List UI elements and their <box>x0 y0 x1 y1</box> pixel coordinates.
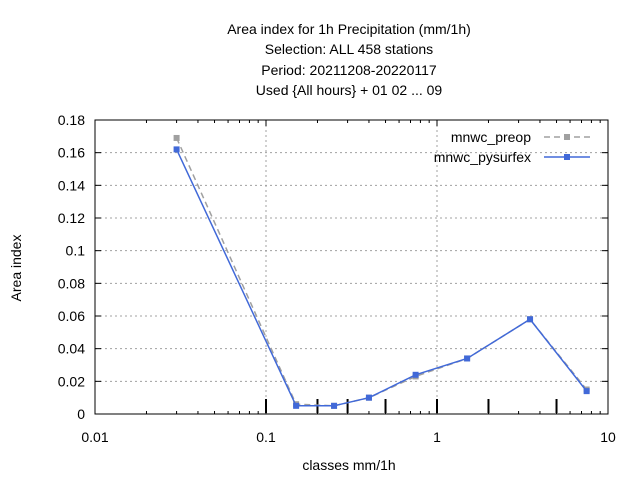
y-axis-label: Area index <box>8 235 24 302</box>
y-tick-label: 0.02 <box>58 373 85 389</box>
title-line-1: Area index for 1h Precipitation (mm/1h) <box>227 21 471 37</box>
legend-label: mnwc_pysurfex <box>434 149 531 165</box>
class-boundary-ticks <box>265 399 558 413</box>
y-tick-label: 0.06 <box>58 308 85 324</box>
x-axis-label: classes mm/1h <box>302 457 395 473</box>
series-mnwc_preop <box>173 134 590 409</box>
data-point <box>412 371 419 378</box>
data-point <box>365 394 372 401</box>
data-point <box>583 388 590 395</box>
data-point <box>293 402 300 409</box>
title-line-3: Period: 20211208-20220117 <box>261 62 437 78</box>
series-mnwc_pysurfex <box>173 146 590 409</box>
data-point <box>173 134 180 141</box>
y-tick-label: 0.14 <box>58 177 85 193</box>
y-tick-label: 0.12 <box>58 210 85 226</box>
x-tick-label: 0.1 <box>256 429 276 445</box>
legend-marker <box>564 134 570 140</box>
x-tick-label: 0.01 <box>81 429 108 445</box>
grid <box>95 120 608 414</box>
y-tick-label: 0.1 <box>66 243 86 259</box>
chart-title: Area index for 1h Precipitation (mm/1h) … <box>227 21 471 98</box>
series-line <box>175 137 588 407</box>
y-axis-ticks: 0 0.02 0.04 0.06 0.08 0.1 0.12 0.14 0.16 0.18 <box>58 112 608 422</box>
x-tick-label: 1 <box>433 429 441 445</box>
series-line <box>175 149 588 407</box>
legend-marker <box>564 154 570 160</box>
legend: mnwc_preop mnwc_pysurfex <box>434 129 590 165</box>
data-point <box>464 355 471 362</box>
x-tick-label: 10 <box>600 429 616 445</box>
title-line-4: Used {All hours} + 01 02 ... 09 <box>256 82 443 98</box>
data-point <box>173 146 180 153</box>
y-tick-label: 0 <box>77 406 85 422</box>
legend-label: mnwc_preop <box>451 129 531 145</box>
plot-frame <box>94 119 609 415</box>
y-tick-label: 0.08 <box>58 275 85 291</box>
y-tick-label: 0.16 <box>58 145 85 161</box>
series-layer <box>173 134 590 409</box>
y-tick-label: 0.04 <box>58 341 85 357</box>
data-point <box>331 402 338 409</box>
data-point <box>527 316 534 323</box>
title-line-2: Selection: ALL 458 stations <box>265 41 433 57</box>
x-axis-ticks: 0.01 0.1 1 10 <box>81 120 616 445</box>
y-tick-label: 0.18 <box>58 112 85 128</box>
